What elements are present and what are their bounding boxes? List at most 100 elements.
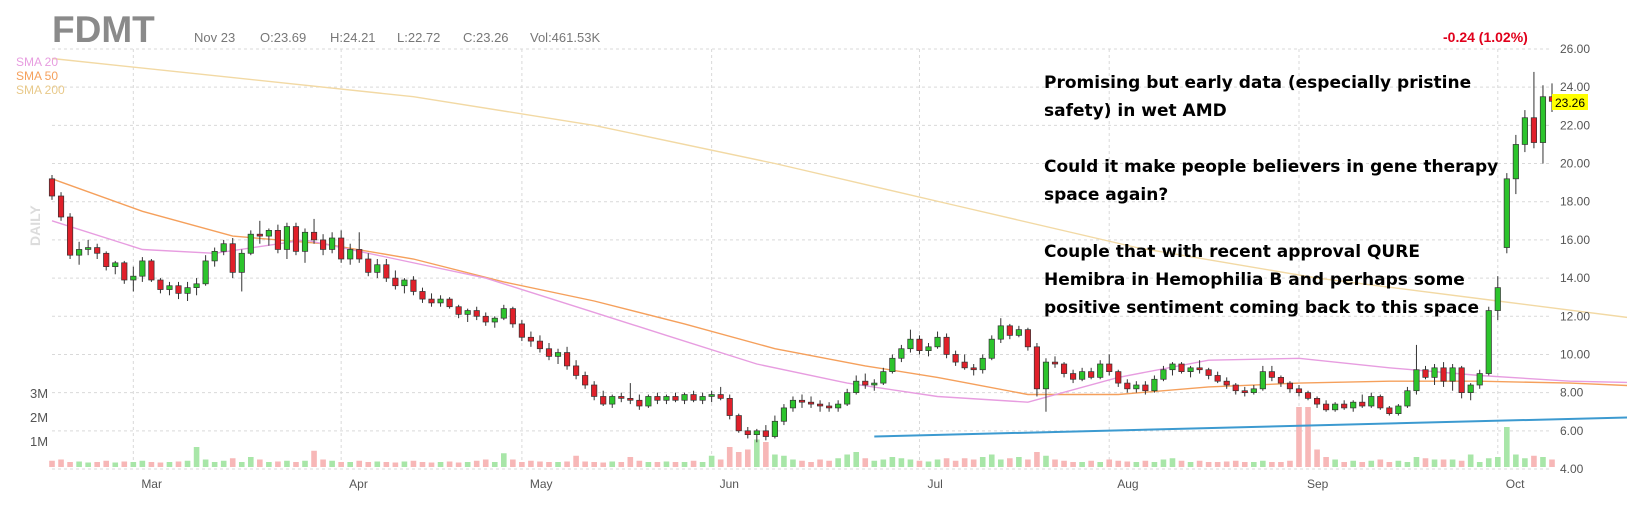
candle-body bbox=[1512, 144, 1519, 180]
candle bbox=[1467, 383, 1474, 401]
volume-bar bbox=[148, 462, 155, 467]
volume-bar bbox=[166, 462, 173, 467]
candle bbox=[1160, 365, 1167, 382]
candle bbox=[1006, 323, 1013, 340]
header-open: O:23.69 bbox=[260, 30, 306, 45]
candle bbox=[654, 392, 661, 405]
candle bbox=[591, 381, 598, 401]
volume-bar bbox=[1169, 458, 1176, 467]
volume-bar bbox=[997, 459, 1004, 467]
candle-body bbox=[383, 264, 390, 279]
trendline bbox=[874, 416, 1627, 438]
candle bbox=[256, 220, 263, 244]
candle-body bbox=[1286, 382, 1294, 390]
candle-body bbox=[482, 315, 489, 323]
annotation-line: safety) in wet AMD bbox=[1044, 101, 1227, 121]
volume-bar bbox=[519, 462, 525, 467]
candle bbox=[1079, 367, 1086, 382]
candle-body bbox=[979, 357, 986, 371]
candle bbox=[988, 335, 995, 361]
volume-bar bbox=[636, 460, 643, 467]
volume-bar bbox=[546, 462, 552, 467]
candle-body bbox=[1395, 405, 1402, 414]
volume-bar bbox=[943, 458, 950, 467]
candle-body bbox=[726, 398, 733, 416]
candle bbox=[1223, 377, 1230, 389]
candle bbox=[645, 394, 652, 408]
candle-body bbox=[94, 247, 101, 254]
volume-bar bbox=[1151, 462, 1158, 467]
candle bbox=[473, 306, 480, 321]
volume-bar bbox=[735, 452, 742, 467]
candle-body bbox=[1413, 369, 1420, 392]
candle-body bbox=[211, 251, 218, 262]
candle-body bbox=[663, 396, 670, 401]
candle-body bbox=[844, 392, 851, 405]
candle-body bbox=[338, 237, 345, 260]
candle-body bbox=[1521, 117, 1528, 145]
candle bbox=[67, 213, 74, 259]
candle-body bbox=[1033, 346, 1041, 390]
volume-bar bbox=[1070, 462, 1076, 467]
volume-bar bbox=[645, 462, 652, 467]
candle bbox=[618, 392, 625, 403]
candle bbox=[1097, 360, 1104, 380]
volume-bar bbox=[754, 439, 760, 467]
volume-bar bbox=[889, 457, 896, 467]
candle-body bbox=[1359, 401, 1366, 407]
candle-body bbox=[1304, 392, 1312, 399]
candle-body bbox=[292, 226, 300, 252]
volume-bar bbox=[708, 455, 715, 467]
candle-body bbox=[419, 291, 426, 300]
candle bbox=[238, 249, 245, 292]
volume-bar bbox=[130, 462, 137, 467]
candle bbox=[563, 346, 571, 370]
header-low: L:22.72 bbox=[397, 30, 440, 45]
candle bbox=[184, 281, 191, 301]
month-tick-label: Jul bbox=[927, 477, 942, 491]
sma-50-line bbox=[51, 178, 1627, 396]
candle-body bbox=[1259, 371, 1266, 390]
volume-bar bbox=[184, 460, 191, 467]
candle bbox=[500, 304, 507, 321]
candle bbox=[1042, 358, 1050, 412]
candle bbox=[1295, 385, 1303, 397]
candle-body bbox=[1006, 325, 1013, 336]
candle bbox=[1377, 394, 1384, 410]
price-tick-label: 8.00 bbox=[1560, 386, 1584, 400]
volume-bar bbox=[365, 462, 372, 467]
candle bbox=[1494, 276, 1501, 321]
candle-body bbox=[148, 260, 155, 281]
volume-bar bbox=[293, 462, 299, 467]
candle bbox=[1386, 406, 1393, 416]
price-tick-label: 26.00 bbox=[1560, 42, 1590, 56]
volume-bar bbox=[663, 461, 670, 467]
candle bbox=[952, 350, 959, 366]
candle bbox=[997, 318, 1004, 343]
volume-bar bbox=[428, 462, 435, 467]
sma-20-line bbox=[51, 220, 1627, 403]
volume-bar bbox=[808, 462, 814, 467]
volume-bar bbox=[1422, 458, 1429, 467]
candle bbox=[1350, 400, 1357, 412]
candle-body bbox=[934, 336, 941, 348]
candle-body bbox=[509, 308, 516, 325]
volume-bar bbox=[157, 462, 164, 467]
candle bbox=[220, 239, 227, 256]
candle bbox=[1232, 383, 1239, 395]
volume-bar bbox=[1549, 459, 1555, 467]
candle bbox=[1214, 371, 1221, 384]
month-tick-label: Apr bbox=[349, 477, 368, 491]
candle bbox=[871, 379, 878, 391]
volume-bar bbox=[356, 460, 363, 467]
candle bbox=[1268, 365, 1275, 382]
support-trendline bbox=[874, 416, 1627, 438]
candle-body bbox=[193, 283, 200, 288]
candle bbox=[229, 238, 236, 279]
candle-body bbox=[717, 394, 724, 399]
candle bbox=[338, 230, 345, 263]
candle bbox=[1033, 343, 1041, 397]
volume-bar bbox=[347, 462, 353, 467]
volume-bar bbox=[1305, 407, 1311, 467]
candle bbox=[789, 396, 797, 412]
